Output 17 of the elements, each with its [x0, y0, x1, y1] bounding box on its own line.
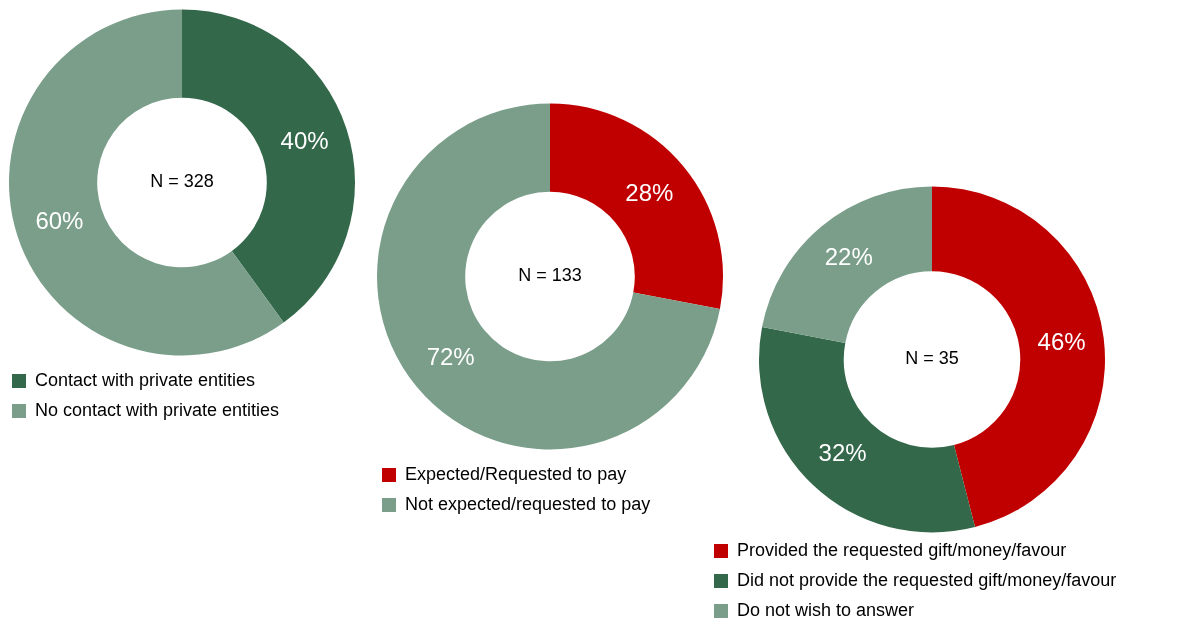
data-label: 72% — [426, 343, 475, 371]
text: N = 328 — [150, 171, 214, 192]
text: N = 133 — [518, 265, 582, 286]
legend-label: Contact with private entities — [35, 369, 256, 390]
text: N = 35 — [905, 348, 959, 369]
legend-label: Provided the requested gift/money/favour — [737, 539, 1067, 560]
data-label: 28% — [625, 178, 674, 206]
legend-label: Not expected/requested to pay — [405, 493, 651, 514]
data-label: 60% — [35, 206, 84, 234]
data-label: 46% — [1037, 327, 1086, 355]
data-label: 22% — [824, 243, 873, 271]
legend-label: Did not provide the requested gift/money/favour — [737, 569, 1117, 590]
legend-label: No contact with private entities — [35, 399, 280, 420]
data-label: 32% — [818, 439, 867, 467]
data-label: 40% — [280, 127, 329, 155]
legend-label: Expected/Requested to pay — [405, 463, 627, 484]
legend-label: Do not wish to answer — [737, 599, 915, 620]
